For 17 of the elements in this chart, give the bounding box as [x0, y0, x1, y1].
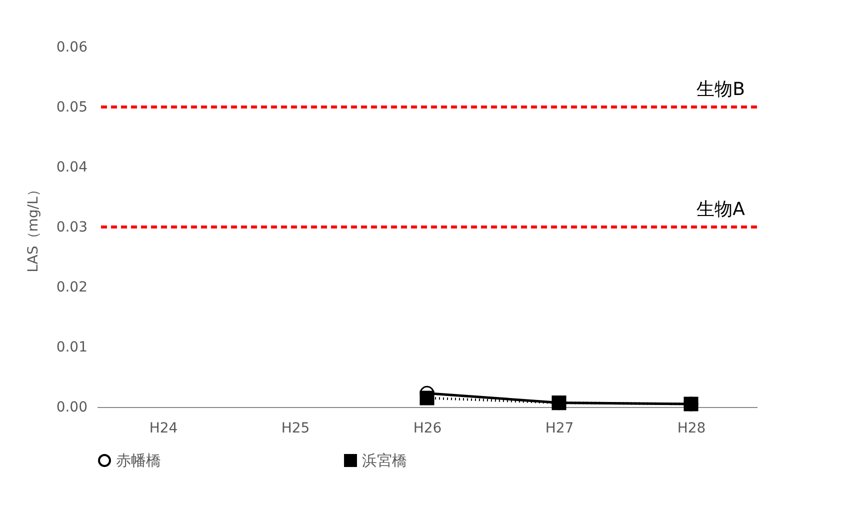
x-tick-label: H28	[677, 420, 706, 436]
x-tick-label: H24	[149, 420, 178, 436]
ref-line-label: 生物A	[696, 199, 746, 220]
y-tick-label: 0.02	[56, 280, 88, 296]
y-tick-label: 0.05	[56, 100, 88, 116]
y-tick-label: 0.04	[56, 160, 88, 176]
ref-line-label: 生物B	[696, 79, 745, 100]
y-tick-label: 0.01	[56, 340, 88, 356]
x-tick-label: H27	[545, 420, 574, 436]
y-tick-label: 0.06	[56, 40, 88, 56]
y-tick-label: 0.00	[56, 400, 88, 416]
y-axis-title: LAS（mg/L）	[25, 182, 42, 272]
x-tick-label: H25	[281, 420, 310, 436]
legend-label: 赤幡橋	[116, 452, 161, 470]
legend-label: 浜宮橋	[362, 452, 407, 470]
y-tick-label: 0.03	[56, 220, 88, 236]
x-tick-label: H26	[413, 420, 442, 436]
